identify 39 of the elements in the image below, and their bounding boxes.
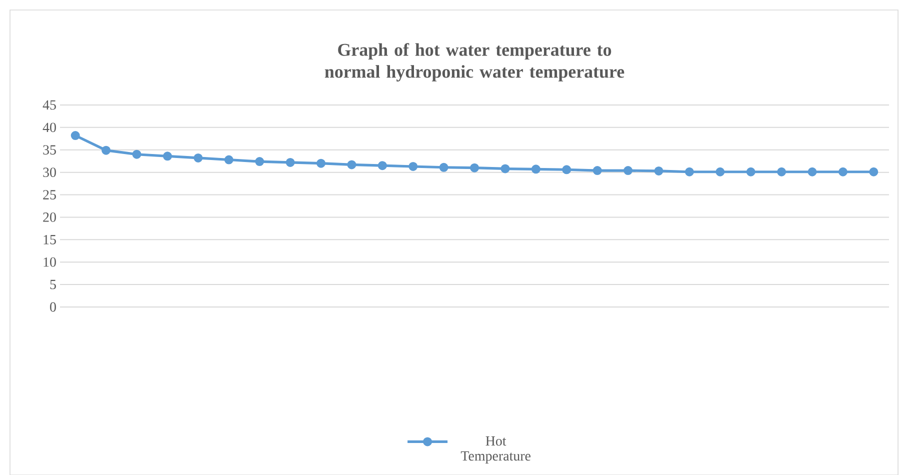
point [746, 167, 756, 176]
y-tick-label: 35 [43, 145, 56, 154]
y-tick-label: 10 [44, 257, 56, 267]
y-tick-label: 45 [42, 100, 56, 110]
point [470, 163, 480, 172]
point [624, 166, 633, 175]
point [838, 167, 848, 176]
point [592, 166, 602, 175]
y-tick-label: 0 [50, 302, 56, 312]
point [255, 156, 264, 166]
point [531, 164, 540, 174]
point [70, 130, 80, 140]
point [162, 151, 172, 160]
y-tick-label: 20 [43, 212, 56, 222]
y-tick-label: 25 [43, 190, 56, 200]
point [777, 167, 786, 176]
point [224, 155, 234, 164]
point [347, 160, 356, 170]
point [132, 150, 142, 159]
point [439, 162, 448, 172]
point [654, 166, 664, 176]
y-tick-label: 15 [44, 234, 56, 244]
chart-title: Graph of hot water temperature to normal hydroponic water temperature [324, 42, 624, 82]
point [316, 158, 326, 168]
point [869, 167, 878, 176]
point [378, 160, 387, 170]
y-tick-label: 5 [50, 280, 56, 289]
point [286, 158, 295, 167]
point [102, 146, 111, 155]
point [500, 164, 510, 174]
point [808, 167, 817, 176]
text: Hot Temperature [460, 436, 530, 464]
y-tick-label: 40 [42, 122, 56, 132]
point [562, 164, 572, 174]
y-tick-label: 30 [43, 167, 56, 177]
point [408, 162, 418, 171]
point [716, 167, 725, 176]
point [194, 153, 203, 162]
point [684, 167, 694, 176]
